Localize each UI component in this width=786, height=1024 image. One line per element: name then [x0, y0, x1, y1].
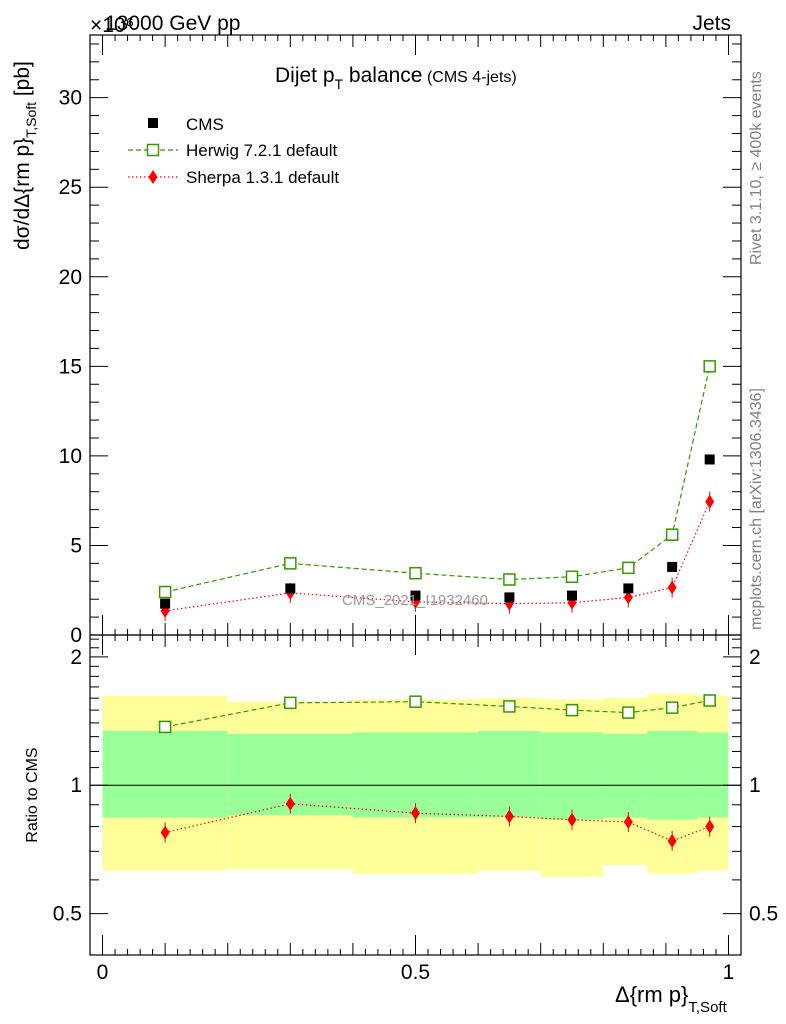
cms-series-point — [285, 583, 296, 594]
herwig-ratio-point — [158, 720, 172, 734]
legend-label-herwig: Herwig 7.2.1 default — [186, 141, 337, 160]
y-axis-label-unit: [pb] — [11, 61, 34, 102]
sherpa-series-point — [705, 494, 715, 509]
y-tick-label: 25 — [59, 176, 82, 199]
x-tick-label: 0.5 — [401, 961, 430, 984]
x-tick-label: 1 — [723, 961, 735, 984]
cms-series-point — [410, 590, 421, 601]
exponent-label: ×10⁶ — [90, 14, 134, 37]
sherpa-ratio-point — [667, 834, 677, 849]
legend-marker-cms — [148, 118, 158, 128]
herwig-ratio-point — [565, 703, 579, 717]
sherpa-ratio-point — [705, 819, 715, 834]
analysis-watermark: CMS_2021_I1932460 — [342, 592, 488, 609]
cms-series-point — [504, 592, 515, 603]
sherpa-series-point — [667, 580, 677, 595]
y-axis-label-sub: T,Soft — [23, 102, 39, 138]
herwig-series-point — [409, 566, 422, 580]
cms-series-point — [704, 454, 715, 465]
y-tick-label: 5 — [70, 534, 82, 557]
legend-entry-herwig: Herwig 7.2.1 default — [128, 141, 337, 160]
sherpa-ratio-point — [411, 806, 420, 821]
sherpa-ratio-point — [160, 825, 170, 840]
cms-series-point — [566, 590, 577, 601]
herwig-series-point — [158, 585, 172, 599]
legend-entry-sherpa: Sherpa 1.3.1 default — [128, 168, 339, 187]
herwig-series-point — [284, 557, 297, 570]
plot-title: Dijet pT balance (CMS 4-jets) — [275, 64, 517, 92]
process-label: Jets — [692, 12, 731, 35]
sherpa-series-point — [623, 590, 633, 605]
herwig-ratio-point — [409, 695, 422, 708]
herwig-series-point — [703, 360, 716, 373]
plot-title-main: Dijet p — [275, 64, 335, 87]
herwig-ratio-point — [622, 706, 635, 719]
legend-marker-herwig — [146, 143, 160, 157]
herwig-series-point — [503, 573, 516, 586]
x-axis-label: Δ{rm p}T,Soft — [615, 982, 728, 1016]
cms-series-point — [623, 583, 634, 594]
sherpa-ratio-point — [285, 796, 295, 811]
uncertainty-band-green — [540, 732, 604, 820]
ratio-y-tick-label-right: 2 — [749, 646, 761, 669]
sherpa-ratio-point — [504, 809, 514, 824]
uncertainty-band-green — [102, 731, 228, 818]
uncertainty-band-green — [478, 731, 541, 818]
ratio-y-tick-label: 1 — [70, 774, 82, 797]
uncertainty-band-green — [647, 731, 698, 820]
herwig-ratio-point — [284, 696, 297, 710]
legend: CMS Herwig 7.2.1 default Sherpa 1.3.1 de… — [128, 115, 339, 187]
cms-series-point — [160, 598, 171, 609]
herwig-ratio-point — [665, 701, 679, 714]
x-tick-label: 0 — [97, 961, 109, 984]
herwig-series-point — [665, 528, 679, 541]
ratio-plot: 0 0.5 1 0.5 0.5 1 1 2 2 — [53, 634, 778, 984]
sherpa-ratio-point — [623, 815, 633, 830]
y-axis-label: dσ/dΔ{rm p}T,Soft [pb] — [11, 61, 39, 250]
y-tick-label: 10 — [59, 445, 82, 468]
plot-title-rest: balance — [343, 64, 422, 87]
energy-label: 13000 GeV pp — [105, 12, 240, 35]
legend-label-sherpa: Sherpa 1.3.1 default — [186, 168, 339, 187]
plot-title-note: (CMS 4-jets) — [423, 69, 517, 86]
herwig-series-point — [622, 561, 635, 575]
main-plot: 0 5 10 15 20 25 30 — [59, 34, 742, 647]
uncertainty-band-green — [697, 732, 729, 818]
herwig-series-point — [565, 570, 579, 584]
ratio-y-tick-label-right: 0.5 — [749, 903, 778, 926]
legend-label-cms: CMS — [186, 115, 224, 134]
sherpa-ratio-line — [164, 803, 710, 842]
x-axis-label-sub: T,Soft — [688, 999, 727, 1016]
y-tick-label: 15 — [59, 355, 82, 378]
sherpa-ratio-point — [567, 812, 577, 827]
x-axis-label-main: Δ{rm p} — [615, 982, 688, 1007]
y-tick-label: 30 — [59, 87, 82, 110]
mcplots-label: mcplots.cern.ch [arXiv:1306.3436] — [748, 388, 765, 630]
herwig-ratio-point — [703, 694, 716, 707]
ratio-y-axis-label: Ratio to CMS — [24, 747, 41, 842]
herwig-ratio-line — [165, 699, 710, 728]
legend-entry-cms: CMS — [148, 115, 224, 134]
ratio-y-tick-label-right: 1 — [749, 774, 761, 797]
legend-marker-sherpa — [148, 170, 158, 184]
herwig-series-line — [164, 366, 711, 593]
rivet-label: Rivet 3.1.10, ≥ 400k events — [748, 71, 765, 265]
y-tick-label: 20 — [59, 266, 82, 289]
y-axis-label-main: dσ/dΔ{rm p} — [11, 138, 34, 250]
ratio-y-tick-label: 2 — [70, 646, 82, 669]
uncertainty-band-green — [603, 733, 648, 818]
herwig-ratio-point — [503, 700, 516, 713]
cms-series-point — [667, 561, 678, 572]
plot-title-sub: T — [335, 76, 344, 92]
ratio-y-tick-label: 0.5 — [53, 903, 82, 926]
sherpa-series-line — [165, 501, 711, 612]
y-tick-label: 0 — [70, 624, 82, 647]
